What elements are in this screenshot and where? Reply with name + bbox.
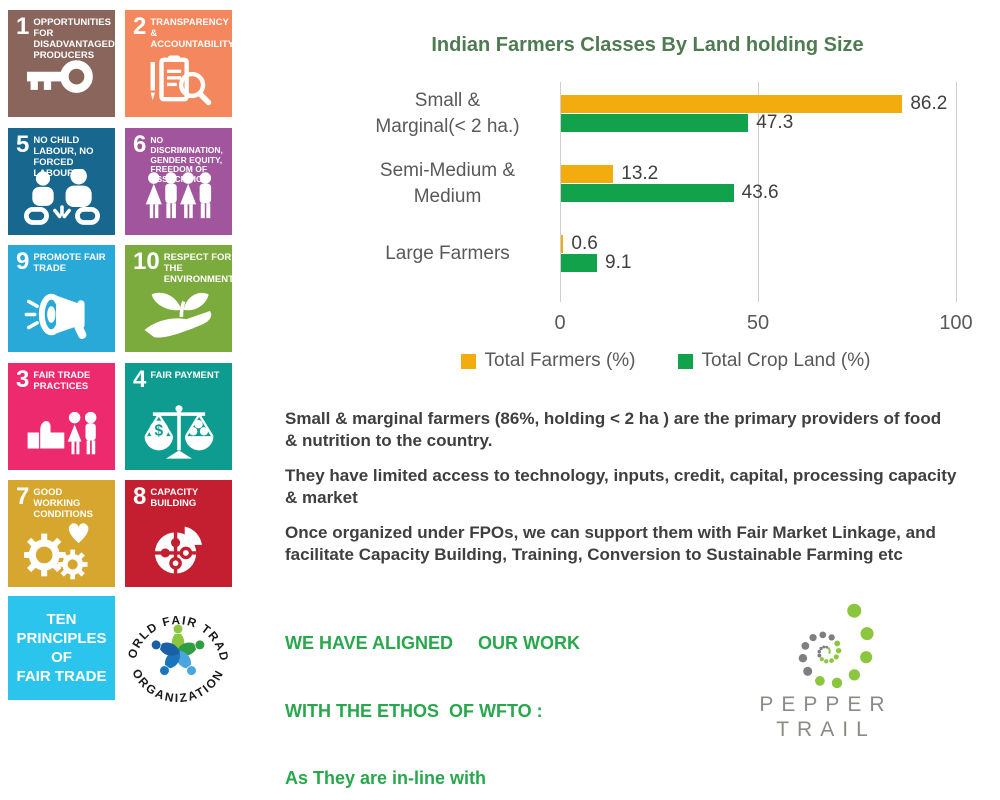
alignment-line-2: WITH THE ETHOS OF WFTO : [285, 700, 543, 721]
bar-total-farmers [561, 165, 614, 183]
wfto-logo: WORLD FAIR TRADE ORGANIZATION [114, 583, 236, 715]
principle-number: 9 [16, 248, 30, 275]
chart-category-axis: Small & Marginal(< 2 ha.) Semi-Medium & Med… [340, 82, 555, 302]
gridline [956, 82, 957, 302]
bar-total-farmers [561, 95, 903, 113]
legend-item-total-farmers: Total Farmers (%) [460, 350, 636, 372]
pepper-trail-dot-spiral [766, 592, 886, 717]
principle-number: 10 [133, 248, 160, 275]
bar-value-label: 86.2 [910, 93, 948, 114]
brand-name-line: PEPPER [759, 693, 893, 716]
gridline [758, 82, 759, 302]
chart-title: Indian Farmers Classes By Land holding S… [431, 34, 864, 56]
chart-legend: Total Farmers (%) Total Crop Land (%) [300, 350, 995, 372]
banner-line: PRINCIPLES [16, 630, 107, 647]
principle-tile-10: 10 RESPECT FOR THE ENVIRONMENT [125, 245, 234, 352]
bar-total-crop-land [561, 184, 734, 202]
note-paragraph-1: Small & marginal farmers (86%, holding <… [285, 409, 942, 450]
x-tick-label: 0 [554, 312, 566, 334]
wfto-swirl-figures [151, 624, 205, 676]
principle-title: NO CHILD LABOUR, NO FORCED LABOUR [33, 135, 94, 179]
category-label: Large Farmers [385, 243, 510, 264]
bar-value-label: 13.2 [621, 163, 659, 184]
x-tick-label: 100 [939, 312, 973, 334]
principle-tile-8: 8 CAPACITY BUILDING [125, 480, 232, 587]
principle-number: 4 [133, 366, 147, 393]
svg-text:ORGANIZATION: ORGANIZATION [129, 667, 226, 706]
principle-title: CAPACITY BUILDING [150, 487, 199, 509]
alignment-statement: WE HAVE ALIGNED OUR WORK WITH THE ETHOS … [285, 587, 785, 800]
principle-title: PROMOTE FAIR TRADE [33, 252, 106, 274]
principle-tile-9: 9 PROMOTE FAIR TRADE [8, 245, 115, 352]
x-tick-label: 50 [746, 312, 770, 334]
principle-number: 2 [133, 13, 147, 40]
principle-tile-1: 1 OPPORTUNITIES FOR DISADVANTAGED PRODUCE… [8, 10, 115, 117]
bar-total-crop-land [561, 114, 749, 132]
principle-tile-7: 7 GOOD WORKING CONDITIONS [8, 480, 115, 587]
legend-label: Total Farmers (%) [484, 350, 636, 371]
principle-title: FAIR TRADE PRACTICES [33, 370, 91, 392]
alignment-line-3: As They are in-line with [285, 768, 487, 788]
bar-value-label: 43.6 [741, 182, 779, 203]
legend-item-total-crop-land: Total Crop Land (%) [677, 350, 871, 372]
hand-plant-icon [125, 279, 232, 349]
principle-tile-3: 3 FAIR TRADE PRACTICES [8, 363, 115, 470]
principle-number: 1 [16, 13, 30, 40]
wfto-bottom-text: ORGANIZATION [129, 667, 224, 706]
puzzle-icon [125, 514, 232, 584]
clipboard-audit-icon [125, 44, 232, 114]
principle-tile-2: 2 TRANSPARENCY & ACCOUNTABILITY [125, 10, 235, 117]
chart-plot-area: 0 50 100 86.2 13.2 0.6 47.3 43.6 9.1 [554, 82, 973, 334]
bar-value-label: 0.6 [571, 233, 598, 254]
principle-number: 6 [133, 131, 147, 158]
pepper-trail-wordmark: PEPPER TRAIL [740, 692, 912, 742]
principle-title: NO DISCRIMINATION, GENDER EQUITY, FREEDO… [150, 135, 223, 185]
bar-total-crop-land [561, 254, 598, 272]
banner-line: OF [51, 649, 72, 666]
gears-heart-icon [8, 514, 115, 584]
principle-number: 3 [16, 366, 30, 393]
principle-number: 7 [16, 483, 30, 510]
principle-tile-4: 4 FAIR PAYMENT $ [125, 363, 232, 470]
balance-scale-icon: $ [125, 397, 232, 467]
banner-line: FAIR TRADE [16, 668, 107, 685]
notes-block: Small & marginal farmers (86%, holding <… [285, 408, 957, 579]
banner-line: TEN [46, 611, 77, 628]
bar-value-label: 47.3 [756, 112, 794, 133]
alignment-line-1: WE HAVE ALIGNED OUR WORK [285, 633, 580, 653]
ten-principles-banner: TEN PRINCIPLES OF FAIR TRADE [8, 596, 115, 700]
category-label: Semi-Medium & Medium [379, 160, 516, 207]
bar-chart: Indian Farmers Classes By Land holding S… [300, 26, 995, 392]
gridline [560, 82, 561, 302]
note-paragraph-2: They have limited access to technology, … [285, 466, 957, 507]
principle-title: FAIR PAYMENT [150, 370, 220, 381]
legend-swatch-farmers [460, 353, 476, 369]
principle-tile-6: 6 NO DISCRIMINATION, GENDER EQUITY, FREED… [125, 128, 232, 235]
principle-tile-5: 5 NO CHILD LABOUR, NO FORCED LABOUR [8, 128, 115, 235]
legend-label: Total Crop Land (%) [701, 350, 871, 371]
key-icon [8, 44, 115, 114]
category-label: Small & Marginal(< 2 ha.) [375, 90, 520, 137]
brand-name-line: TRAIL [776, 718, 876, 741]
thumbs-up-icon [8, 397, 115, 467]
note-paragraph-3: Once organized under FPOs, we can suppor… [285, 523, 936, 564]
people-equality-icon [125, 162, 232, 232]
principle-title: TRANSPARENCY & ACCOUNTABILITY [150, 17, 235, 50]
broken-chain-icon [8, 162, 115, 232]
principle-title: GOOD WORKING CONDITIONS [33, 487, 93, 520]
principle-title: OPPORTUNITIES FOR DISADVANTAGED PRODUCER… [33, 17, 115, 61]
bar-value-label: 9.1 [605, 252, 632, 273]
principle-number: 8 [133, 483, 147, 510]
svg-text:$: $ [154, 422, 163, 439]
principle-number: 5 [16, 131, 30, 158]
megaphone-icon [8, 279, 115, 349]
legend-swatch-cropland [677, 353, 693, 369]
bar-total-farmers [561, 235, 564, 253]
principle-title: RESPECT FOR THE ENVIRONMENT [163, 252, 234, 285]
